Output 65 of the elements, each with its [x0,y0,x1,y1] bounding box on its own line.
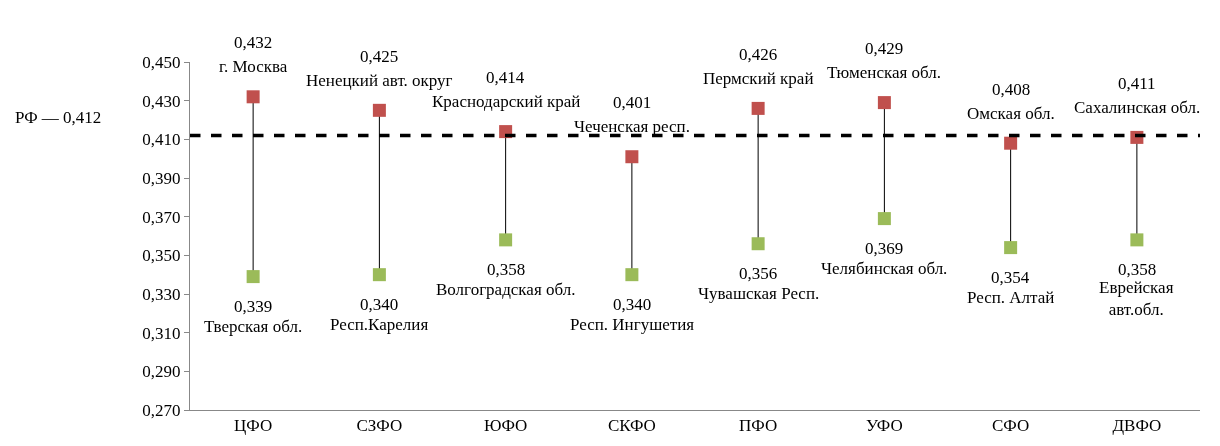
annotation: Тюменская обл. [827,63,942,82]
y-tick-label: 0,310 [142,323,181,343]
data-label: 0,340 [613,295,652,314]
data-label: 0,425 [360,47,399,66]
annotation: Тверская обл. [204,317,303,336]
y-tick-label: 0,350 [142,246,181,266]
data-label: 0,429 [865,39,904,58]
x-tick-label: ПФО [739,416,778,436]
x-tick-label: СФО [992,416,1030,436]
point [499,233,513,247]
data-label: 0,426 [739,45,778,64]
data-label: 0,401 [613,93,652,112]
y-tick-label: 0,410 [142,130,181,150]
x-tick-label: СЗФО [356,416,403,436]
point [751,237,765,251]
annotation: Респ. Алтай [967,288,1055,307]
point [1004,136,1018,150]
point [751,101,765,115]
data-label: 0,358 [1118,260,1157,279]
data-label: 0,354 [991,268,1030,287]
y-tick-label: 0,370 [142,207,181,227]
data-label: 0,358 [487,260,526,279]
annotation: Чеченская респ. [574,117,690,136]
annotation: Сахалинская обл. [1074,98,1201,117]
y-tick-label: 0,390 [142,168,181,188]
point [246,270,260,284]
point [372,103,386,117]
point [246,90,260,104]
point [877,96,891,110]
annotation: Ненецкий авт. округ [306,71,453,90]
x-tick-label: ДВФО [1112,416,1162,436]
point [1004,241,1018,255]
data-label: 0,414 [486,68,525,87]
ref-line-label: РФ — 0,412 [15,108,102,127]
annotation: Респ.Карелия [330,315,429,334]
annotation: Челябинская обл. [821,259,948,278]
x-tick-label: УФО [866,416,903,436]
x-tick-label: ЮФО [483,416,528,436]
point [625,268,639,282]
point [625,150,639,164]
data-label: 0,356 [739,264,778,283]
data-label: 0,369 [865,239,904,258]
data-label: 0,432 [234,33,273,52]
annotation: Пермский край [703,69,814,88]
annotation: Волгоградская обл. [436,280,576,299]
data-label: 0,339 [234,297,273,316]
x-tick-label: ЦФО [234,416,273,436]
y-tick-label: 0,290 [142,362,181,382]
annotation: Чувашская Респ. [698,284,820,303]
y-tick-label: 0,450 [142,52,181,72]
annotation: Омская обл. [967,104,1055,123]
y-tick-label: 0,330 [142,284,181,304]
annotation: Краснодарский край [432,92,581,111]
annotation: Еврейская авт.обл. [1099,278,1174,320]
data-label: 0,411 [1118,74,1156,93]
annotation: г. Москва [219,57,288,76]
point [877,212,891,226]
data-label: 0,340 [360,295,399,314]
annotation: Респ. Ингушетия [570,315,695,334]
point [1130,233,1144,247]
point [372,268,386,282]
x-tick-label: СКФО [607,416,656,436]
data-label: 0,408 [992,80,1031,99]
y-tick-label: 0,270 [142,400,181,420]
y-tick-label: 0,430 [142,91,181,111]
